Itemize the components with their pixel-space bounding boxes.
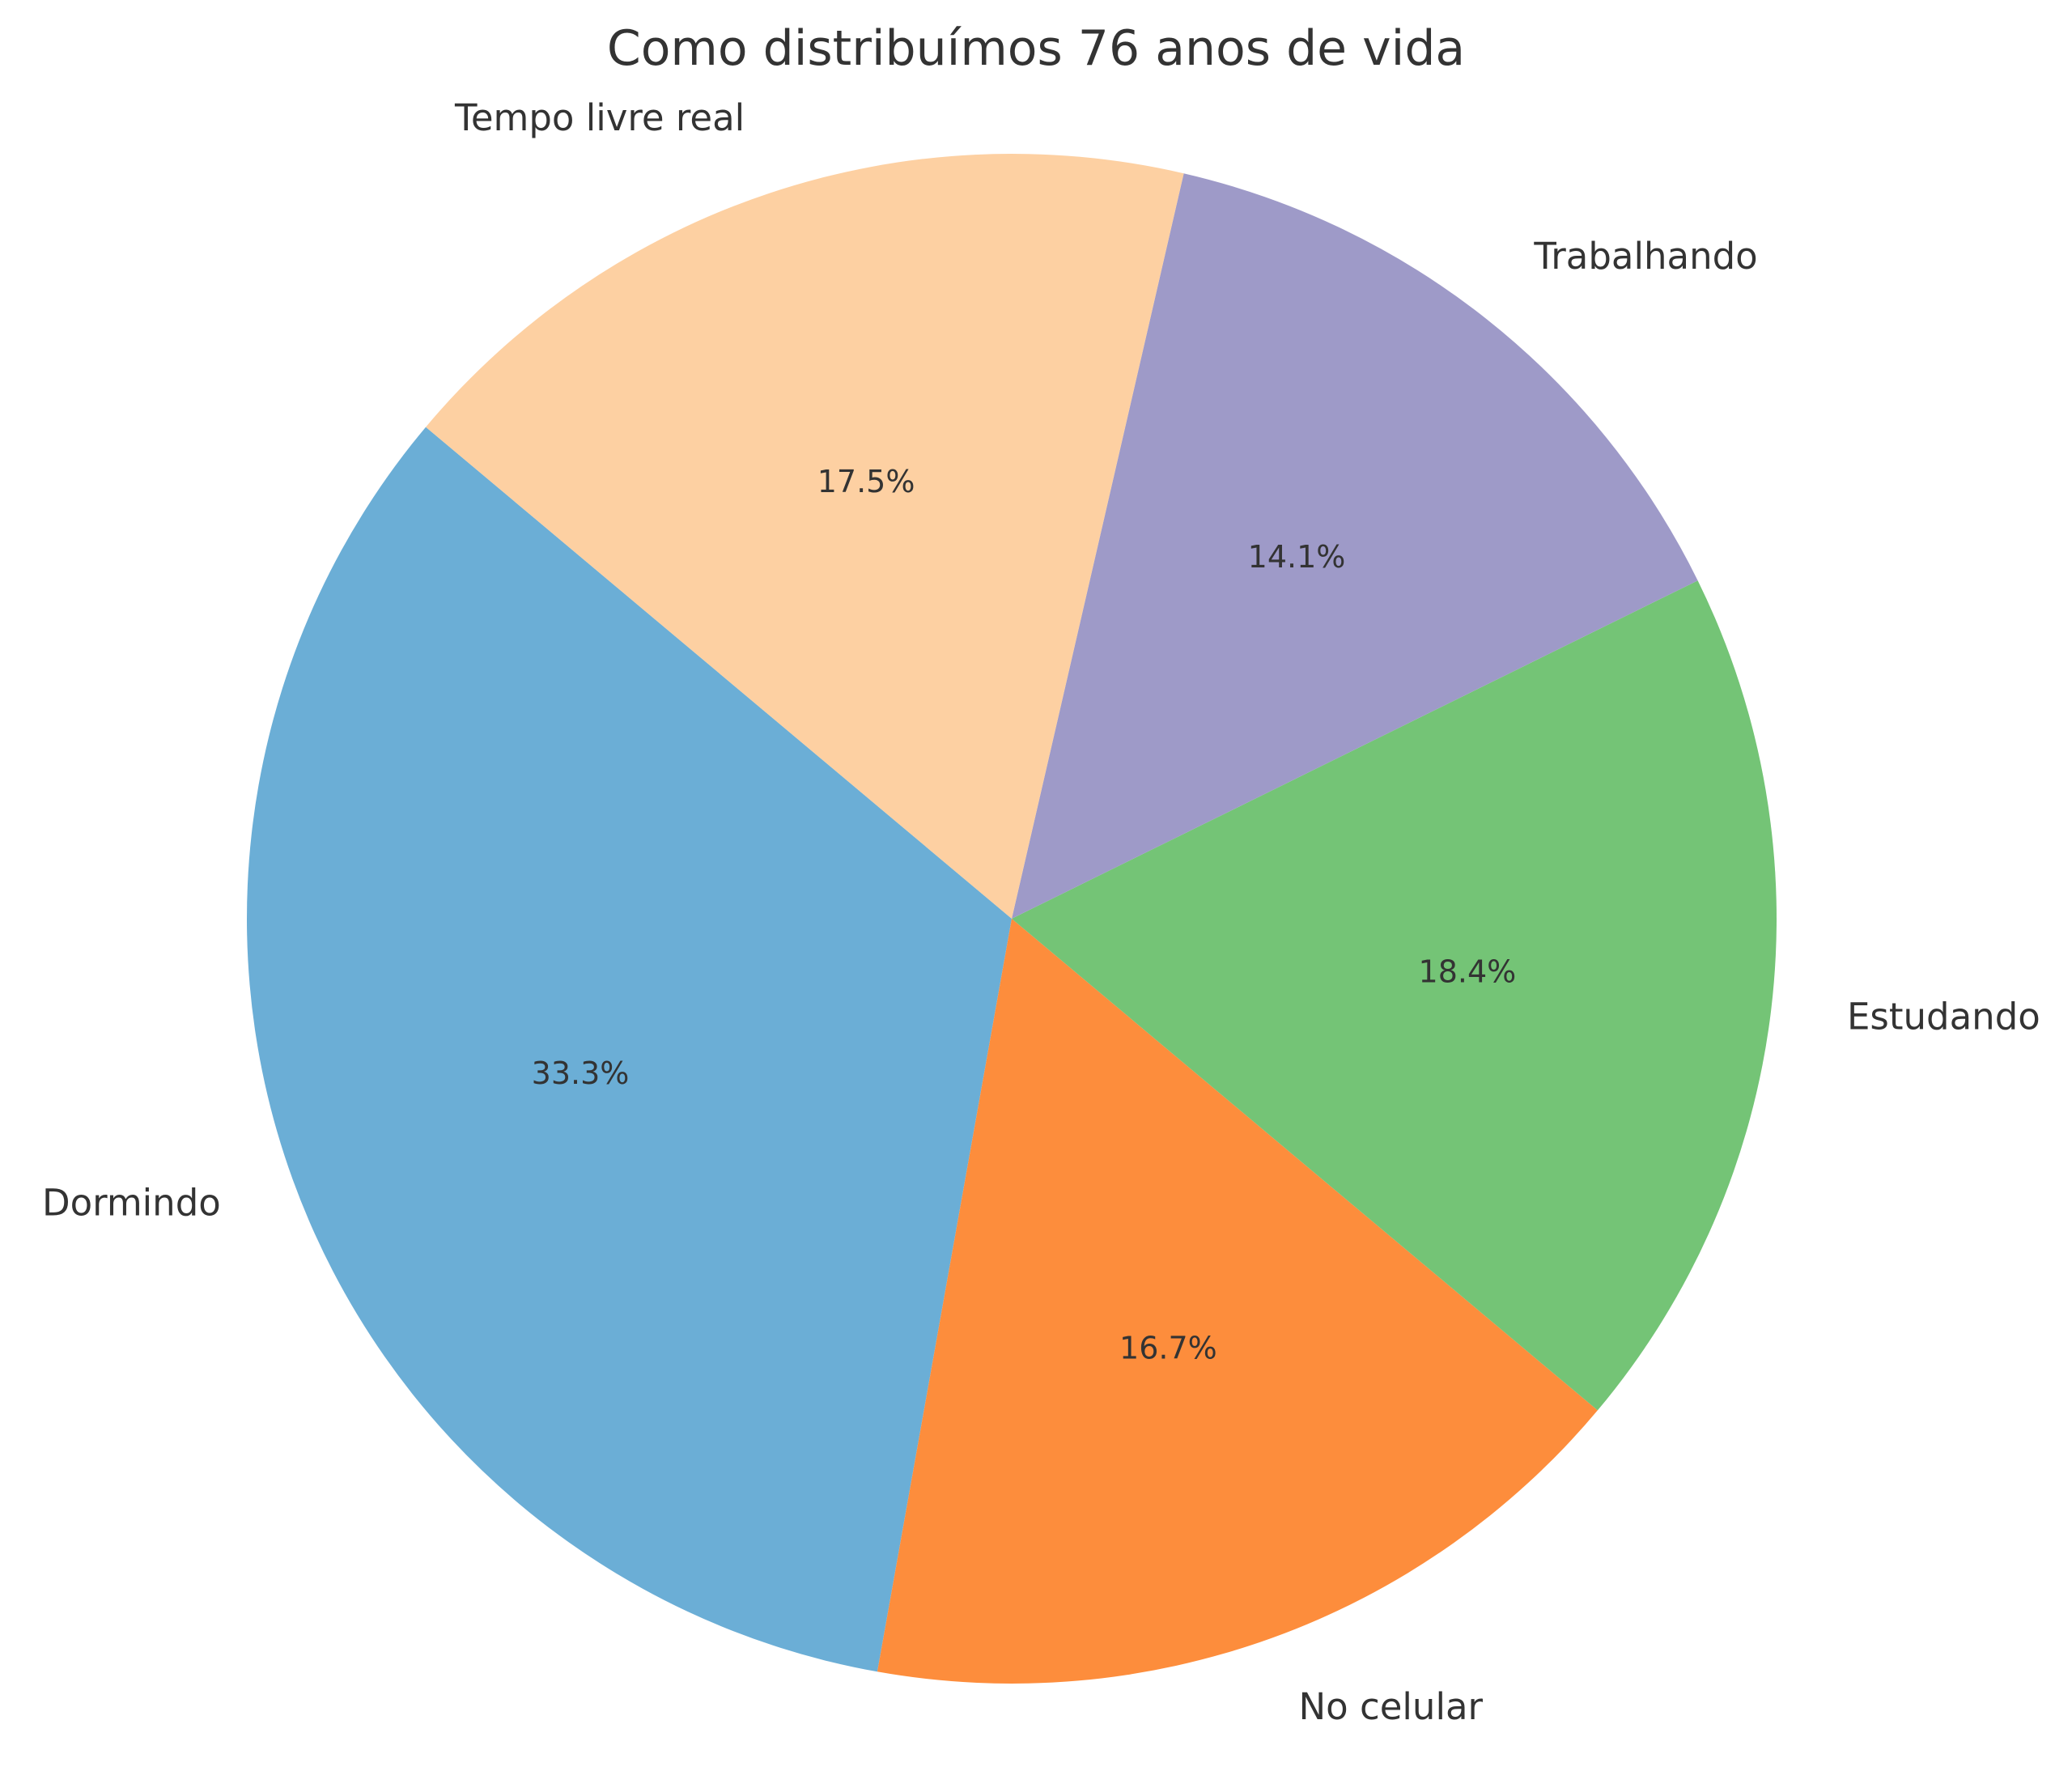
pct-label-trabalhando: 14.1% bbox=[1248, 539, 1346, 575]
pie-slice-trabalhando bbox=[1012, 173, 1698, 919]
pie-slices bbox=[247, 154, 1777, 1684]
pie-slice-dormindo bbox=[247, 427, 1013, 1672]
slice-label-estudando: Estudando bbox=[1847, 996, 2040, 1038]
pct-label-dormindo: 33.3% bbox=[532, 1055, 630, 1091]
pie-labels: Dormindo 33.3% No celular 16.7% Estudando 18.… bbox=[42, 96, 2040, 1728]
pie-slice-estudando bbox=[1012, 580, 1777, 1411]
slice-label-tempo-livre-real: Tempo livre real bbox=[454, 96, 745, 139]
pie-slice-tempo-livre-real bbox=[426, 154, 1184, 919]
pie-slice-no-celular bbox=[877, 919, 1598, 1684]
slice-label-no-celular: No celular bbox=[1299, 1685, 1484, 1728]
pct-label-estudando: 18.4% bbox=[1419, 953, 1517, 989]
pct-label-no-celular: 16.7% bbox=[1119, 1331, 1217, 1366]
pct-label-tempo-livre-real: 17.5% bbox=[817, 464, 915, 499]
slice-label-trabalhando: Trabalhando bbox=[1533, 235, 1757, 278]
chart-title: Como distribuímos 76 anos de vida bbox=[607, 20, 1465, 77]
slice-label-dormindo: Dormindo bbox=[42, 1182, 221, 1225]
